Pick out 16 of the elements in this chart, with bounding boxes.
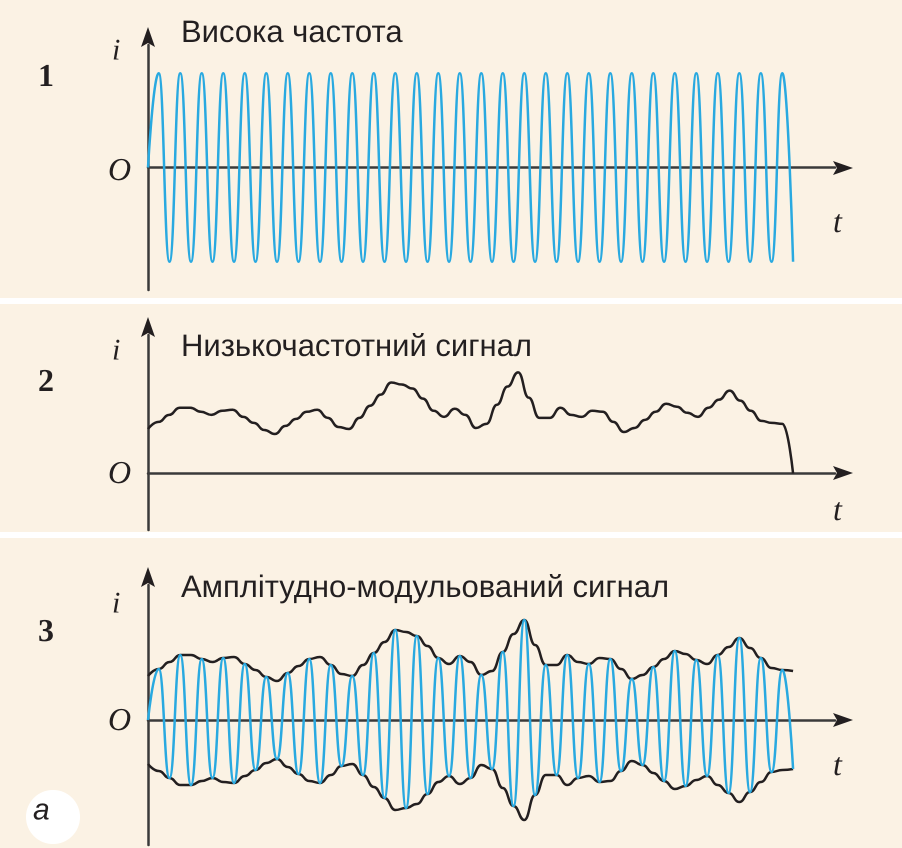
text: O: [108, 701, 132, 737]
y-axis-title: i: [112, 334, 120, 366]
text: O: [108, 151, 132, 187]
x-axis-title: t: [833, 746, 843, 782]
text: 2: [38, 362, 54, 398]
y-axis-title: i: [112, 586, 120, 620]
x-axis-title: t: [833, 491, 843, 527]
text: a: [33, 794, 50, 826]
chart-title: Висока частота: [181, 14, 404, 49]
y-axis-title: i: [112, 34, 120, 66]
text: 3: [38, 612, 54, 648]
chart-title: Низькочастотний сигнал: [181, 328, 532, 363]
chart-title: Амплітудно-модульований сигнал: [181, 569, 670, 604]
text: 1: [38, 57, 54, 93]
text: O: [108, 454, 132, 490]
x-axis-title: t: [833, 203, 843, 239]
